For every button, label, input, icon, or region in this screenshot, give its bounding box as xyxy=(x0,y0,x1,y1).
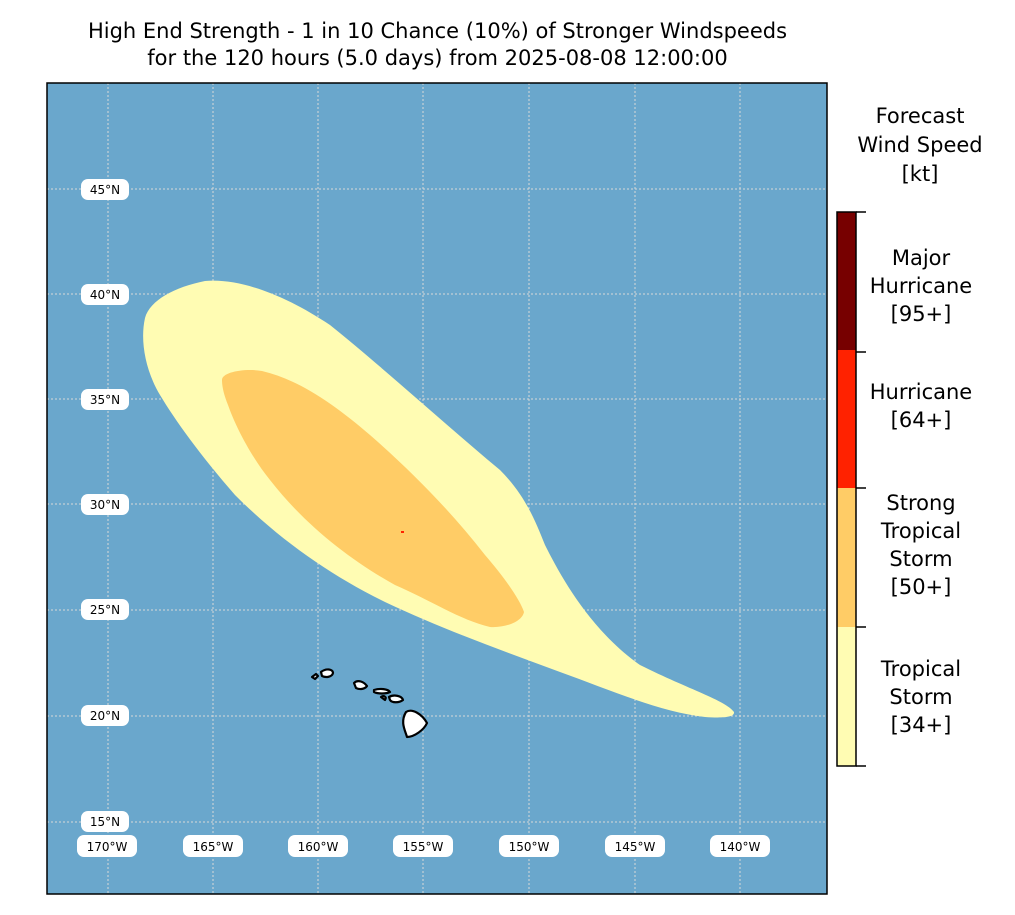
map-frame xyxy=(46,82,828,895)
colorbar-label-hurricane: Hurricane [64+] xyxy=(848,378,994,434)
title-line-2: for the 120 hours (5.0 days) from 2025-0… xyxy=(147,46,728,70)
lon-label: 140°W xyxy=(720,840,761,854)
lon-label: 170°W xyxy=(87,840,128,854)
colorbar-label-line: Hurricane xyxy=(869,380,973,404)
lon-label: 145°W xyxy=(615,840,656,854)
hurricane-speck xyxy=(401,531,404,533)
colorbar-ticks xyxy=(856,211,866,767)
latitude-labels: 45°N 40°N 35°N 30°N 25°N 20°N 15°N xyxy=(81,179,129,832)
colorbar-label-line: Major xyxy=(891,246,951,270)
colorbar-label-line: [34+] xyxy=(890,713,952,737)
colorbar-title-line: [kt] xyxy=(901,162,939,186)
colorbar-label-major-hurricane: Major Hurricane [95+] xyxy=(848,244,994,328)
lon-pill-bg xyxy=(710,835,770,857)
lon-pill-bg xyxy=(288,835,348,857)
colorbar-strong-tropical-storm xyxy=(837,488,856,627)
colorbar-label-line: Storm xyxy=(889,547,953,571)
colorbar-label-line: Tropical xyxy=(880,519,962,543)
chart-title: High End Strength - 1 in 10 Chance (10%)… xyxy=(0,18,875,72)
colorbar-major-hurricane xyxy=(837,212,856,350)
colorbar-label-line: Storm xyxy=(889,685,953,709)
colorbar-title-line: Forecast xyxy=(875,104,965,128)
colorbar-label-strong-tropical-storm: Strong Tropical Storm [50+] xyxy=(848,489,994,601)
lat-pill-bg xyxy=(81,179,129,200)
lat-label: 20°N xyxy=(90,709,120,723)
colorbar xyxy=(836,211,866,767)
lat-pill-bg xyxy=(81,389,129,410)
lon-pill-bg xyxy=(77,835,137,857)
colorbar-label-line: [95+] xyxy=(890,302,952,326)
colorbar-label-line: Hurricane xyxy=(869,274,973,298)
lat-pill-bg xyxy=(81,284,129,305)
island-molokai xyxy=(372,687,392,695)
colorbar-title-line: Wind Speed xyxy=(857,133,983,157)
longitude-labels: 170°W 165°W 160°W 155°W 150°W 145°W 140°… xyxy=(77,835,770,857)
lat-label: 45°N xyxy=(90,183,120,197)
strong-tropical-storm-swath xyxy=(222,370,524,628)
island-maui xyxy=(387,694,405,704)
lat-pill-bg xyxy=(81,599,129,620)
colorbar-hurricane xyxy=(837,350,856,488)
lon-label: 160°W xyxy=(298,840,339,854)
island-kauai xyxy=(319,668,335,679)
colorbar-label-line: Tropical xyxy=(880,657,962,681)
lat-label: 25°N xyxy=(90,603,120,617)
lat-label: 35°N xyxy=(90,393,120,407)
lat-label: 30°N xyxy=(90,498,120,512)
colorbar-label-line: [50+] xyxy=(890,575,952,599)
island-lanai xyxy=(379,695,387,702)
lon-pill-bg xyxy=(183,835,243,857)
lon-pill-bg xyxy=(393,835,453,857)
lat-pill-bg xyxy=(81,705,129,726)
lon-label: 155°W xyxy=(403,840,444,854)
colorbar-title: Forecast Wind Speed [kt] xyxy=(830,102,1010,189)
lat-pill-bg xyxy=(81,811,129,832)
colorbar-label-line: Strong xyxy=(886,491,956,515)
island-oahu xyxy=(352,680,369,691)
island-big-island xyxy=(402,709,429,739)
title-line-1: High End Strength - 1 in 10 Chance (10%)… xyxy=(87,19,788,43)
hawaiian-islands xyxy=(310,668,429,739)
island-niihau xyxy=(310,672,320,681)
colorbar-frame xyxy=(836,211,857,767)
colorbar-tropical-storm xyxy=(837,627,856,766)
lon-pill-bg xyxy=(605,835,665,857)
lat-label: 15°N xyxy=(90,815,120,829)
colorbar-label-tropical-storm: Tropical Storm [34+] xyxy=(848,655,994,739)
lon-label: 165°W xyxy=(193,840,234,854)
colorbar-label-line: [64+] xyxy=(890,408,952,432)
lat-pill-bg xyxy=(81,494,129,515)
lon-label: 150°W xyxy=(509,840,550,854)
lat-label: 40°N xyxy=(90,288,120,302)
lon-pill-bg xyxy=(499,835,559,857)
